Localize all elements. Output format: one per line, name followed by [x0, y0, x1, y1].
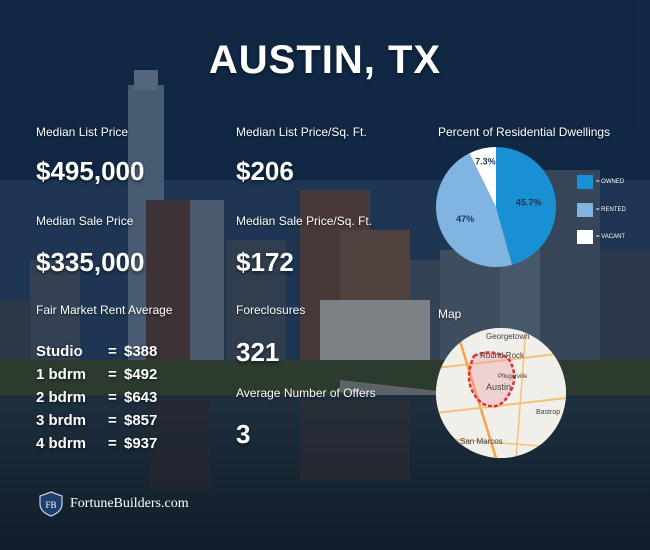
- brand-logo[interactable]: FB FortuneBuilders.com: [38, 491, 189, 517]
- median-list-sqft-value: $206: [236, 156, 294, 186]
- rent-row: 1 bdrm = $492: [36, 363, 157, 386]
- pie-label-rented: 47%: [456, 214, 474, 224]
- legend-label-vacant: = VACANT: [596, 234, 626, 240]
- median-sale-sqft-label: Median Sale Price/Sq. Ft.: [236, 214, 373, 228]
- city-boundary: [467, 351, 516, 408]
- rent-amount: $937: [124, 435, 158, 452]
- median-list-sqft-label: Median List Price/Sq. Ft.: [236, 125, 367, 139]
- rent-row: 2 bdrm = $643: [36, 386, 157, 409]
- average-offers-label: Average Number of Offers: [236, 386, 376, 400]
- map-place: San Marcos: [460, 437, 503, 446]
- rent-unit: 2 bdrm: [36, 389, 87, 406]
- rent-unit: 3 brdm: [36, 412, 87, 429]
- brand-badge: FB: [45, 500, 56, 510]
- dwellings-pie-chart: 45.7% 47% 7.3%: [435, 147, 556, 267]
- rent-unit: 1 bdrm: [36, 366, 87, 383]
- austin-map[interactable]: Georgetown Round Rock Pflugerville Austi…: [436, 328, 566, 458]
- legend-swatch-vacant: [577, 230, 593, 244]
- rent-equals: =: [108, 343, 117, 360]
- fair-market-rent-label: Fair Market Rent Average: [36, 303, 173, 317]
- rent-equals: =: [108, 389, 117, 406]
- median-sale-sqft-value: $172: [236, 247, 294, 277]
- legend-item-owned: = OWNED: [577, 175, 624, 189]
- map-place: Round Rock: [480, 351, 525, 360]
- pie-slice-owned: [496, 147, 556, 265]
- map-place: Pflugerville: [498, 374, 528, 380]
- rent-table: Studio = $388 1 bdrm = $492 2 bdrm = $64…: [36, 340, 157, 455]
- pie-label-owned: 45.7%: [516, 198, 542, 208]
- rent-amount: $857: [124, 412, 158, 429]
- pie-slice-rented: [435, 153, 513, 267]
- pie-label-vacant: 7.3%: [475, 156, 496, 166]
- rent-amount: $388: [124, 343, 158, 360]
- rent-equals: =: [108, 366, 117, 383]
- legend-label-rented: = RENTED: [596, 207, 626, 213]
- rent-row: 4 bdrm = $937: [36, 432, 157, 455]
- rent-equals: =: [108, 412, 117, 429]
- average-offers-value: 3: [236, 419, 251, 449]
- rent-unit: Studio: [36, 343, 83, 360]
- median-sale-price-value: $335,000: [36, 247, 145, 277]
- rent-row: Studio = $388: [36, 340, 157, 363]
- page-title: AUSTIN, TX: [208, 38, 442, 82]
- rent-unit: 4 bdrm: [36, 435, 87, 452]
- map-place: Georgetown: [486, 332, 530, 341]
- median-list-price-label: Median List Price: [36, 125, 129, 139]
- pie-chart-title: Percent of Residential Dwellings: [438, 125, 611, 139]
- pie-slice-vacant: [469, 147, 496, 207]
- rent-amount: $643: [124, 389, 158, 406]
- legend-item-rented: = RENTED: [577, 203, 626, 217]
- median-sale-price-label: Median Sale Price: [36, 214, 134, 228]
- map-label: Map: [438, 307, 462, 321]
- map-place: Austin: [486, 382, 511, 392]
- foreclosures-label: Foreclosures: [236, 303, 306, 317]
- legend-item-vacant: = VACANT: [577, 230, 625, 244]
- foreclosures-value: 321: [236, 337, 280, 367]
- map-place: Bastrop: [536, 409, 560, 416]
- legend-swatch-rented: [577, 203, 593, 217]
- rent-row: 3 brdm = $857: [36, 409, 157, 432]
- shield-icon: FB: [39, 491, 63, 517]
- map-graphic: Georgetown Round Rock Pflugerville Austi…: [436, 328, 566, 458]
- brand-name: FortuneBuilders.com: [70, 496, 189, 511]
- rent-equals: =: [108, 435, 117, 452]
- rent-amount: $492: [124, 366, 158, 383]
- legend-swatch-owned: [577, 175, 593, 189]
- legend-label-owned: = OWNED: [596, 179, 625, 185]
- median-list-price-value: $495,000: [36, 156, 145, 186]
